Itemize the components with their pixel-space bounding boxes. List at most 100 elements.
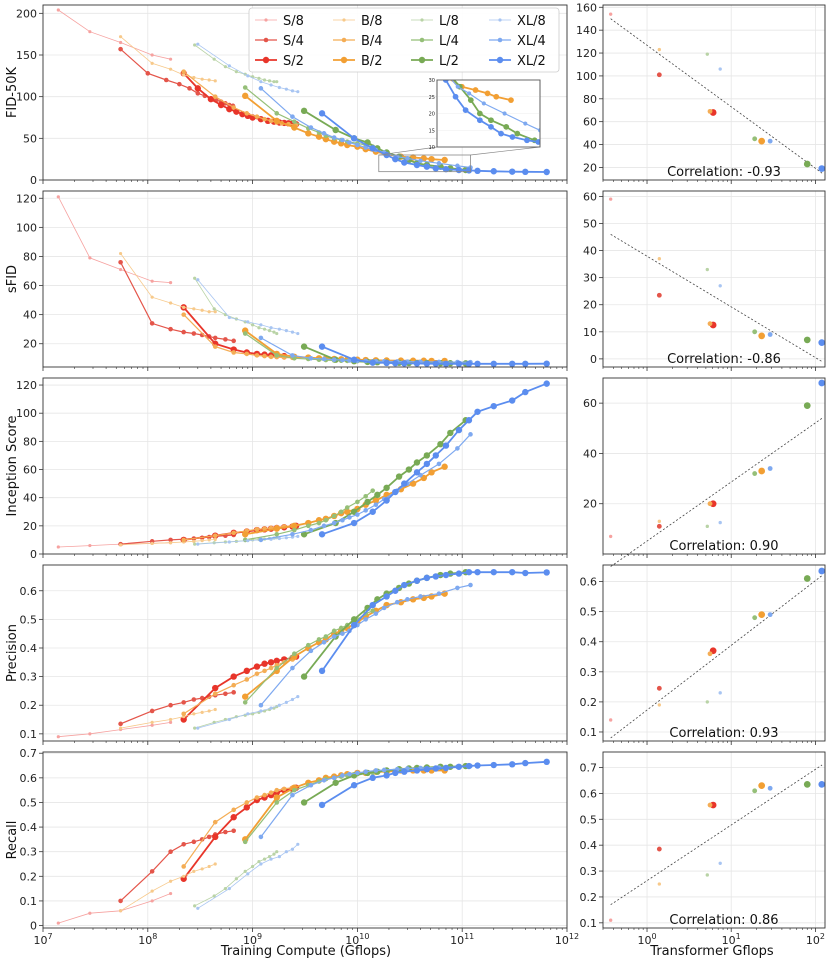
fid-ytick-label: 150 (16, 49, 37, 62)
is-point-XL-2 (383, 497, 390, 504)
recall-series-line-B-4 (183, 787, 293, 867)
precision-point-S-2 (253, 663, 261, 670)
precision-corr-point-B-8 (657, 703, 662, 707)
recall-point-XL-2 (522, 759, 529, 767)
inset-point-XL-2 (498, 130, 504, 137)
is-point-S-8 (88, 543, 92, 548)
precision-ytick-label: 0.3 (20, 671, 38, 684)
fid-corr-ytick-label: 120 (576, 47, 597, 60)
recall-corr-ytick-label: 0.1 (580, 917, 598, 930)
recall-corr-ytick-label: 0.3 (580, 865, 598, 878)
fid-y-axis-label: FID-50K (5, 66, 20, 118)
fid-series-line-B-4 (183, 71, 297, 126)
legend-marker-B-8 (342, 18, 346, 22)
precision-point-L-4 (242, 700, 248, 705)
recall-point-B-4 (231, 807, 236, 813)
legend-marker-S-2 (262, 56, 270, 64)
is-panel: 0 20 40 60 80 100 120 Inception Score (5, 377, 568, 561)
sfid-corr-point-XL-8 (718, 284, 722, 288)
recall-corr-point-L-2 (803, 780, 811, 788)
precision-point-S-8 (56, 735, 60, 739)
recall-point-S-8 (168, 891, 173, 896)
precision-point-S-4 (181, 700, 186, 705)
fid-point-B-2 (315, 133, 323, 140)
precision-point-L-4 (274, 665, 280, 671)
sfid-point-B-4 (231, 350, 236, 355)
recall-corr-point-XL-2 (818, 780, 826, 788)
is-point-XL-4 (373, 502, 379, 508)
sfid-point-XL-4 (258, 335, 264, 341)
is-point-XL-2 (423, 460, 431, 468)
inset-ytick-label: 25 (429, 95, 435, 101)
fid-point-L-8 (257, 76, 261, 80)
fid-corr-fit-line (610, 18, 823, 174)
precision-series-line-B-2 (244, 592, 445, 698)
legend-label-S-4: S/4 (283, 34, 304, 49)
recall-point-XL-8 (277, 855, 281, 859)
is-point-XL-2 (369, 508, 376, 515)
fid-point-L-4 (292, 119, 297, 124)
fid-point-B-8 (118, 35, 123, 39)
fid-point-S-2 (217, 101, 225, 109)
recall-point-B-8 (213, 862, 217, 866)
precision-point-XL-4 (468, 582, 473, 588)
precision-corr-ytick-label: 0.2 (580, 696, 598, 709)
inset-point-XL-2 (452, 93, 459, 100)
fid-point-XL-8 (296, 90, 300, 94)
recall-point-XL-2 (442, 764, 450, 772)
is-corr-panel: 20 40 60 Correlation: 0.90 (583, 377, 826, 567)
fid-point-L-8 (234, 70, 238, 74)
precision-point-S-8 (88, 732, 92, 736)
fid-point-B-2 (242, 92, 249, 100)
fid-point-S-4 (145, 71, 151, 76)
sfid-point-XL-2 (350, 356, 358, 363)
recall-corr-point-L-8 (705, 873, 709, 877)
recall-point-L-8 (267, 855, 272, 859)
precision-point-B-4 (268, 665, 274, 671)
inset-point-XL-2 (462, 107, 469, 114)
sfid-point-XL-2 (401, 360, 408, 367)
precision-point-XL-2 (455, 570, 463, 577)
precision-point-L-4 (323, 634, 329, 639)
sfid-point-XL-4 (321, 356, 327, 362)
precision-point-XL-4 (373, 611, 379, 616)
inset-source-box (378, 154, 471, 173)
precision-point-XL-8 (259, 709, 263, 713)
recall-point-XL-2 (401, 768, 408, 775)
fid-point-B-2 (322, 135, 330, 143)
inset-ytick-label: 30 (429, 78, 435, 84)
legend-label-XL-2: XL/2 (517, 54, 546, 69)
sfid-point-XL-8 (269, 326, 273, 330)
fid-corr-axes-frame (602, 4, 826, 181)
precision-point-S-2 (230, 673, 237, 680)
sfid-corr-point-L-2 (803, 336, 811, 344)
inset-plot-area (442, 80, 540, 145)
is-ytick-label: 40 (23, 492, 37, 505)
is-point-B-2 (291, 522, 298, 530)
recall-xtick-label: 1012 (555, 932, 579, 947)
fid-point-B-4 (244, 111, 250, 116)
fid-point-B-2 (305, 130, 312, 137)
is-corr-point-B-2 (758, 467, 766, 475)
precision-panel: 0.1 0.2 0.3 0.4 0.5 0.6 Precision (5, 564, 568, 745)
sfid-point-XL-4 (331, 357, 337, 363)
recall-xtick-label: 108 (138, 932, 157, 947)
sfid-corr-point-S-8 (608, 197, 613, 201)
sfid-axes-frame (42, 190, 568, 368)
recall-point-B-4 (262, 792, 267, 798)
precision-point-B-4 (181, 711, 186, 717)
is-ytick-label: 100 (16, 407, 37, 420)
is-corr-point-L-4 (752, 471, 758, 476)
is-plot-area (56, 380, 550, 549)
recall-point-XL-4 (355, 770, 360, 776)
is-corr-point-B-4 (707, 501, 713, 507)
is-point-L-4 (316, 520, 322, 526)
precision-point-XL-2 (383, 593, 390, 600)
is-point-B-2 (344, 508, 351, 515)
precision-corr-point-XL-2 (818, 567, 826, 575)
precision-ytick-label: 0.2 (20, 699, 38, 712)
is-corr-correlation-label: Correlation: 0.90 (669, 539, 778, 554)
precision-corr-correlation-label: Correlation: 0.93 (669, 726, 778, 741)
right-x-axis-label: Transformer Gflops (649, 944, 774, 959)
fid-point-XL-2 (474, 167, 481, 175)
